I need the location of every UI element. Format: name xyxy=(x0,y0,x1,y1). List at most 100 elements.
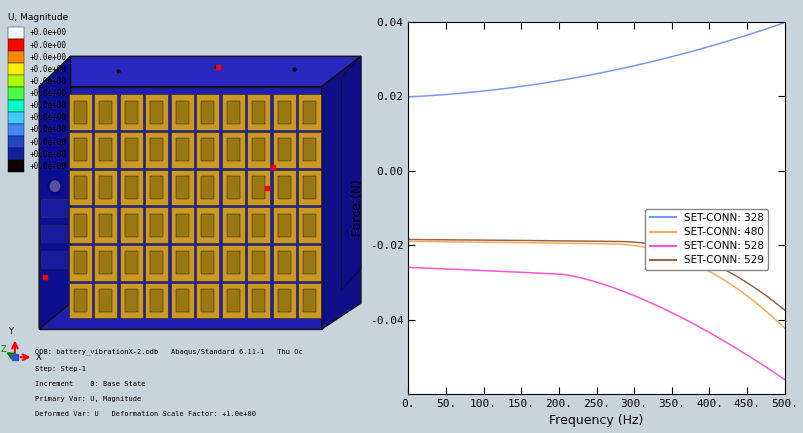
Polygon shape xyxy=(100,213,112,237)
Polygon shape xyxy=(176,289,189,312)
Polygon shape xyxy=(303,251,316,275)
Bar xyxy=(8,148,23,160)
Polygon shape xyxy=(124,289,137,312)
Polygon shape xyxy=(100,176,112,199)
SET-CONN: 529: (241, -0.0189): 529: (241, -0.0189) xyxy=(585,239,594,244)
Polygon shape xyxy=(74,138,87,162)
Polygon shape xyxy=(201,251,214,275)
Polygon shape xyxy=(252,100,265,124)
Polygon shape xyxy=(247,170,270,205)
Polygon shape xyxy=(252,176,265,199)
Bar xyxy=(41,251,67,268)
Text: +0.0e+00: +0.0e+00 xyxy=(30,126,67,134)
Text: Z: Z xyxy=(1,345,6,354)
Polygon shape xyxy=(278,138,290,162)
Polygon shape xyxy=(298,283,321,318)
Text: +0.0e+00: +0.0e+00 xyxy=(30,101,67,110)
Polygon shape xyxy=(94,207,117,243)
SET-CONN: 529: (238, -0.0189): 529: (238, -0.0189) xyxy=(582,239,592,244)
Polygon shape xyxy=(68,245,92,281)
Polygon shape xyxy=(278,289,290,312)
SET-CONN: 529: (1, -0.0185): 529: (1, -0.0185) xyxy=(404,237,414,242)
Bar xyxy=(8,160,23,172)
Polygon shape xyxy=(252,213,265,237)
Polygon shape xyxy=(272,170,296,205)
Polygon shape xyxy=(222,207,245,243)
Polygon shape xyxy=(124,100,137,124)
Polygon shape xyxy=(196,170,219,205)
SET-CONN: 528: (410, -0.0446): 528: (410, -0.0446) xyxy=(711,334,721,339)
Circle shape xyxy=(48,178,62,194)
Polygon shape xyxy=(120,283,143,318)
Polygon shape xyxy=(100,100,112,124)
Y-axis label: Force (N): Force (N) xyxy=(351,179,364,236)
Polygon shape xyxy=(124,176,137,199)
Text: +0.0e+00: +0.0e+00 xyxy=(30,89,67,98)
Polygon shape xyxy=(170,94,194,130)
SET-CONN: 328: (500, 0.0397): 328: (500, 0.0397) xyxy=(779,20,789,25)
Polygon shape xyxy=(74,251,87,275)
Polygon shape xyxy=(39,56,71,329)
SET-CONN: 528: (500, -0.0561): 528: (500, -0.0561) xyxy=(779,377,789,382)
Polygon shape xyxy=(124,251,137,275)
Polygon shape xyxy=(150,100,163,124)
Polygon shape xyxy=(303,176,316,199)
Text: Y: Y xyxy=(8,326,13,336)
Bar xyxy=(8,75,23,87)
SET-CONN: 480: (500, -0.0423): 480: (500, -0.0423) xyxy=(779,326,789,331)
Text: +0.0e+00: +0.0e+00 xyxy=(30,53,67,61)
Polygon shape xyxy=(145,132,168,168)
Polygon shape xyxy=(68,170,92,205)
Polygon shape xyxy=(176,213,189,237)
Polygon shape xyxy=(120,170,143,205)
Polygon shape xyxy=(247,283,270,318)
Polygon shape xyxy=(145,283,168,318)
Polygon shape xyxy=(120,94,143,130)
Polygon shape xyxy=(170,170,194,205)
Polygon shape xyxy=(150,138,163,162)
Polygon shape xyxy=(226,100,239,124)
Polygon shape xyxy=(303,138,316,162)
Bar xyxy=(8,27,23,39)
SET-CONN: 328: (1, 0.0198): 328: (1, 0.0198) xyxy=(404,94,414,100)
Polygon shape xyxy=(124,138,137,162)
Polygon shape xyxy=(222,170,245,205)
Polygon shape xyxy=(196,207,219,243)
Polygon shape xyxy=(226,251,239,275)
Polygon shape xyxy=(94,245,117,281)
Polygon shape xyxy=(74,176,87,199)
Polygon shape xyxy=(222,245,245,281)
Polygon shape xyxy=(298,94,321,130)
Polygon shape xyxy=(120,132,143,168)
Polygon shape xyxy=(247,132,270,168)
Text: U, Magnitude: U, Magnitude xyxy=(8,13,68,22)
Polygon shape xyxy=(145,170,168,205)
Polygon shape xyxy=(68,94,92,130)
Polygon shape xyxy=(68,283,92,318)
X-axis label: Frequency (Hz): Frequency (Hz) xyxy=(548,414,643,427)
Bar xyxy=(8,112,23,124)
Text: Deformed Var: U   Deformation Scale Factor: +1.0e+00: Deformed Var: U Deformation Scale Factor… xyxy=(35,411,256,417)
SET-CONN: 480: (298, -0.0201): 480: (298, -0.0201) xyxy=(627,243,637,248)
SET-CONN: 480: (271, -0.0197): 480: (271, -0.0197) xyxy=(607,241,617,246)
Polygon shape xyxy=(247,207,270,243)
Polygon shape xyxy=(272,207,296,243)
Polygon shape xyxy=(170,245,194,281)
Polygon shape xyxy=(176,138,189,162)
Polygon shape xyxy=(298,245,321,281)
Polygon shape xyxy=(226,138,239,162)
Polygon shape xyxy=(170,132,194,168)
Polygon shape xyxy=(94,283,117,318)
Legend: SET-CONN: 328, SET-CONN: 480, SET-CONN: 528, SET-CONN: 529: SET-CONN: 328, SET-CONN: 480, SET-CONN: … xyxy=(645,209,767,270)
Polygon shape xyxy=(201,100,214,124)
Polygon shape xyxy=(278,213,290,237)
SET-CONN: 328: (298, 0.0281): 328: (298, 0.0281) xyxy=(627,64,637,69)
Polygon shape xyxy=(196,132,219,168)
Polygon shape xyxy=(196,94,219,130)
Line: SET-CONN: 528: SET-CONN: 528 xyxy=(409,268,784,380)
Polygon shape xyxy=(298,132,321,168)
Polygon shape xyxy=(298,170,321,205)
Polygon shape xyxy=(226,213,239,237)
SET-CONN: 528: (1, -0.026): 528: (1, -0.026) xyxy=(404,265,414,270)
Polygon shape xyxy=(176,251,189,275)
